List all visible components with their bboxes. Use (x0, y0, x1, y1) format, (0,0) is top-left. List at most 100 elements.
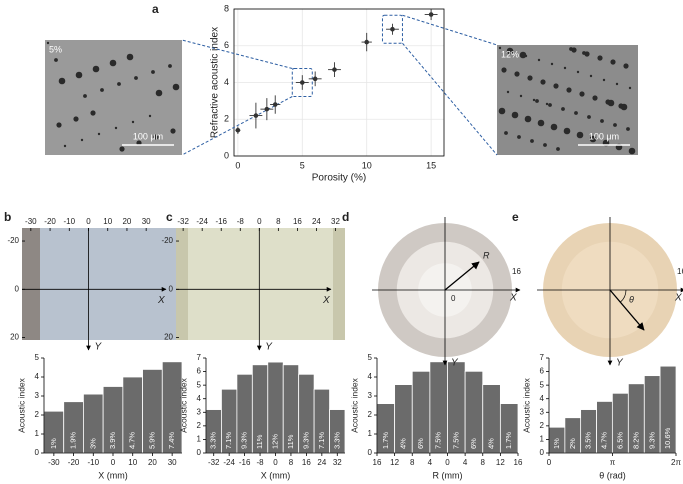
pore (131, 120, 135, 124)
bar-value-label: 9.3% (647, 432, 656, 449)
pore (592, 95, 598, 101)
pore (117, 82, 121, 86)
pore (511, 111, 519, 119)
pore (556, 147, 560, 151)
x-tick-label: 16 (514, 458, 523, 467)
image-x-label: X (322, 295, 330, 306)
x-tick-label: 32 (333, 458, 342, 467)
data-point (235, 127, 241, 133)
edge-label: 16 (512, 267, 521, 276)
pore (151, 70, 155, 74)
pore (527, 75, 533, 81)
photo-edge (176, 228, 188, 340)
x-tick-label: 0 (111, 458, 116, 467)
y-tick-label: 6 (224, 40, 229, 50)
pore (519, 94, 523, 98)
image-y-label: Y (451, 358, 459, 369)
bar-value-label: 4% (398, 438, 407, 449)
angle-arc (620, 289, 627, 303)
x-tick-label: -24 (223, 458, 235, 467)
bar-value-label: 9.3% (301, 432, 310, 449)
y-tick-label: 6 (540, 367, 545, 376)
y-tick-label: 4 (368, 372, 373, 381)
y-tick-label: 2 (540, 421, 545, 430)
pore (574, 111, 578, 115)
bar-value-label: 1% (49, 438, 58, 449)
data-point (299, 80, 305, 85)
pore (126, 53, 134, 61)
pore (569, 47, 573, 51)
pore (545, 102, 549, 106)
pore (519, 51, 527, 59)
x-tick-label: 24 (317, 458, 326, 467)
pore (56, 122, 62, 128)
pore (543, 143, 547, 147)
radius-arrow (444, 261, 480, 291)
bar-value-label: 6.5% (615, 432, 624, 449)
pore (92, 65, 100, 73)
pore (119, 146, 125, 152)
pore (172, 83, 180, 91)
panel-label: b (4, 210, 11, 224)
center-label: 0 (451, 294, 456, 303)
data-point (253, 113, 259, 118)
image-x-tick-label: -24 (196, 217, 208, 226)
y-tick-label: 5 (35, 353, 40, 362)
x-tick-label: 8 (289, 458, 294, 467)
x-tick-label: 16 (302, 458, 311, 467)
image-x-tick-label: 32 (331, 217, 340, 226)
inset-label: 12% (501, 49, 519, 59)
pore (63, 144, 67, 148)
image-x-tick-label: -8 (237, 217, 245, 226)
bar-value-label: 3% (88, 438, 97, 449)
pore (168, 64, 172, 68)
y-tick-label: 1 (368, 429, 373, 438)
data-point (332, 67, 337, 72)
y-tick-label: 0 (224, 150, 229, 160)
x-tick-label: 0 (445, 458, 450, 467)
y-axis-label: Refractive acoustic index (210, 27, 221, 138)
image-x-tick-label: -20 (44, 217, 56, 226)
bar-value-label: 3.3% (209, 432, 218, 449)
image-y-tick-label: -20 (161, 236, 173, 245)
zoom-line (402, 14, 498, 46)
pore (46, 41, 50, 45)
pore (561, 107, 565, 111)
image-x-label: X (509, 293, 517, 304)
x-tick-label: π (610, 458, 616, 467)
image-x-tick-label: 16 (293, 217, 302, 226)
pore (155, 89, 163, 97)
y-tick-label: 1 (197, 435, 202, 444)
y-axis-label: Acoustic index (16, 377, 26, 433)
y-axis-label: Acoustic index (521, 377, 531, 433)
y-tick-label: 2 (35, 410, 40, 419)
pore (517, 135, 521, 139)
pore (530, 139, 534, 143)
bar-value-label: 12% (270, 434, 279, 449)
x-tick-label: 0 (235, 160, 240, 170)
pore (501, 67, 507, 73)
pore (540, 79, 546, 85)
pore (576, 131, 584, 139)
x-tick-label: 4 (428, 458, 433, 467)
pore (134, 76, 138, 80)
x-tick-label: 20 (148, 458, 157, 467)
data-point (272, 102, 278, 107)
image-x-tick-label: 0 (257, 217, 262, 226)
pore (626, 127, 630, 131)
data-point (312, 76, 318, 82)
y-axis-label: Acoustic index (178, 377, 188, 433)
x-axis-label: X (mm) (261, 470, 291, 480)
bar-value-label: 7.1% (317, 432, 326, 449)
panel-label: d (342, 210, 349, 224)
zoom-box (381, 14, 403, 44)
pore (605, 99, 611, 105)
x-tick-label: 0 (547, 458, 552, 467)
pore (628, 147, 636, 155)
x-tick-label: -20 (68, 458, 80, 467)
bar-value-label: 1.9% (69, 432, 78, 449)
y-tick-label: 2 (197, 421, 202, 430)
zoom-box (291, 68, 313, 97)
y-tick-label: 5 (540, 380, 545, 389)
bar-value-label: 1% (552, 438, 561, 449)
